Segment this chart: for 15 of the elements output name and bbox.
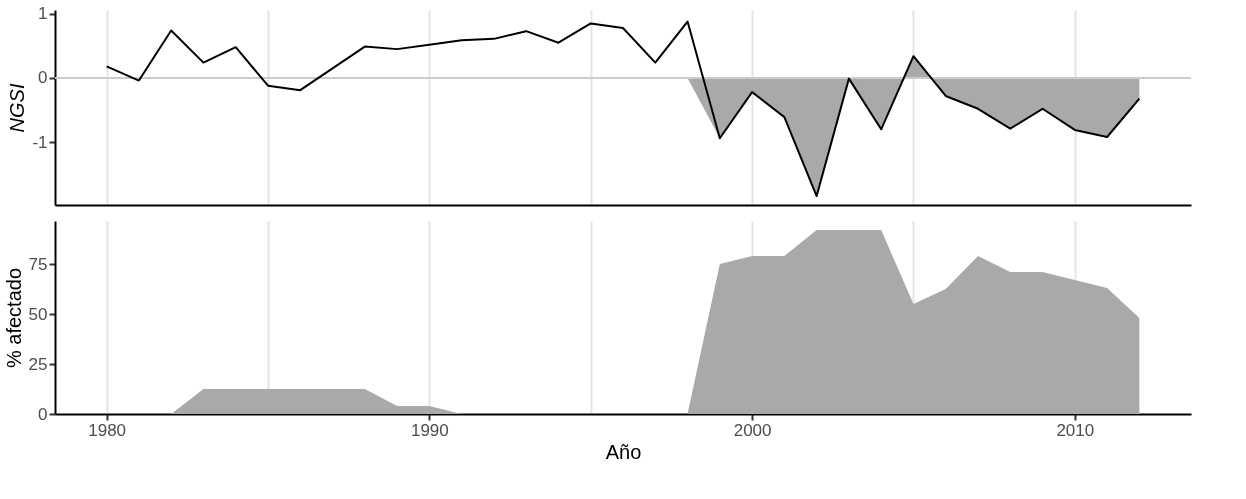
- x-tick-label: 1980: [88, 420, 127, 440]
- y-tick-label: 1: [38, 4, 48, 24]
- y-tick-label: -1: [32, 132, 48, 152]
- y-axis-title: NGSI: [6, 83, 29, 133]
- line-series: [105, 20, 1141, 198]
- y-tick-label: 75: [28, 254, 48, 274]
- x-axis-title: Año: [605, 440, 642, 463]
- x-tick-label: 2000: [733, 420, 772, 440]
- y-tick-label: 50: [28, 304, 48, 324]
- x-tick-label: 1990: [410, 420, 449, 440]
- x-tick-label: 2010: [1056, 420, 1095, 440]
- y-axis-title: % afectado: [2, 267, 25, 369]
- y-tick-label: 0: [38, 68, 48, 88]
- y-tick-label: 0: [38, 404, 48, 424]
- y-tick-label: 25: [28, 354, 48, 374]
